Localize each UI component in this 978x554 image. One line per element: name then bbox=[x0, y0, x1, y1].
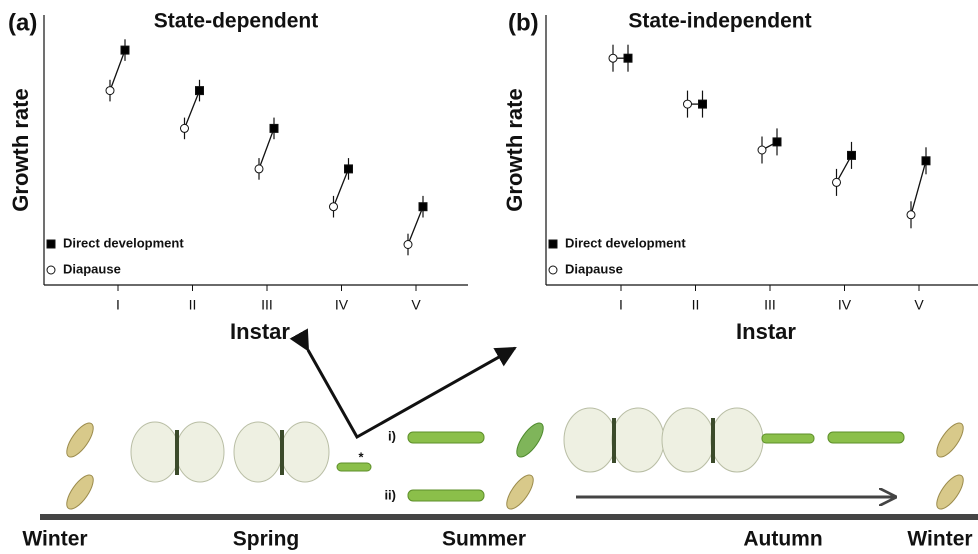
y-axis-label: Growth rate bbox=[502, 88, 527, 211]
season-label: Winter bbox=[907, 528, 972, 551]
point bbox=[907, 211, 915, 219]
figure: (a)State-dependentGrowth rateInstarIIIII… bbox=[0, 0, 978, 554]
point bbox=[773, 138, 781, 146]
point bbox=[404, 241, 412, 249]
asterisk: * bbox=[358, 449, 364, 464]
panel-label: (b) bbox=[508, 9, 539, 36]
legend-marker bbox=[549, 266, 557, 274]
x-tick-label: II bbox=[692, 297, 700, 313]
point bbox=[848, 151, 856, 159]
pathway-arrows bbox=[308, 348, 515, 437]
connector bbox=[334, 169, 349, 207]
season-label: Summer bbox=[442, 528, 526, 551]
point bbox=[699, 100, 707, 108]
x-tick-label: IV bbox=[838, 297, 852, 313]
point bbox=[609, 54, 617, 62]
x-tick-label: II bbox=[189, 297, 197, 313]
point bbox=[758, 146, 766, 154]
season-label: Winter bbox=[22, 528, 87, 551]
y-axis-label: Growth rate bbox=[8, 88, 33, 211]
point bbox=[833, 178, 841, 186]
legend-marker bbox=[47, 240, 55, 248]
panel-label: (a) bbox=[8, 9, 37, 36]
x-tick-label: IV bbox=[335, 297, 349, 313]
legend-marker bbox=[549, 240, 557, 248]
connector bbox=[110, 50, 125, 91]
point bbox=[181, 124, 189, 132]
connector bbox=[408, 207, 423, 245]
point bbox=[330, 203, 338, 211]
x-axis-label: Instar bbox=[230, 319, 290, 344]
legend-marker bbox=[47, 266, 55, 274]
connector bbox=[185, 91, 200, 129]
point bbox=[419, 203, 427, 211]
point bbox=[345, 165, 353, 173]
path-label: i) bbox=[388, 428, 396, 443]
x-tick-label: III bbox=[764, 297, 776, 313]
legend-label: Diapause bbox=[63, 261, 121, 276]
point bbox=[196, 87, 204, 95]
x-tick-label: I bbox=[116, 297, 120, 313]
connector bbox=[911, 161, 926, 215]
season-label: Autumn bbox=[743, 528, 822, 551]
x-tick-label: I bbox=[619, 297, 623, 313]
legend-label: Direct development bbox=[565, 235, 686, 250]
point bbox=[624, 54, 632, 62]
season-label: Spring bbox=[233, 528, 300, 551]
x-tick-label: III bbox=[261, 297, 273, 313]
point bbox=[270, 124, 278, 132]
chart-title: State-dependent bbox=[154, 10, 319, 33]
timeline-bar bbox=[40, 514, 978, 520]
chart-title: State-independent bbox=[628, 10, 811, 33]
legend-label: Diapause bbox=[565, 261, 623, 276]
point bbox=[922, 157, 930, 165]
point bbox=[684, 100, 692, 108]
path-label: ii) bbox=[384, 487, 396, 502]
connector bbox=[259, 128, 274, 169]
x-tick-label: V bbox=[914, 297, 924, 313]
x-tick-label: V bbox=[411, 297, 421, 313]
point bbox=[255, 165, 263, 173]
point bbox=[106, 87, 114, 95]
legend-label: Direct development bbox=[63, 235, 184, 250]
x-axis-label: Instar bbox=[736, 319, 796, 344]
point bbox=[121, 46, 129, 54]
